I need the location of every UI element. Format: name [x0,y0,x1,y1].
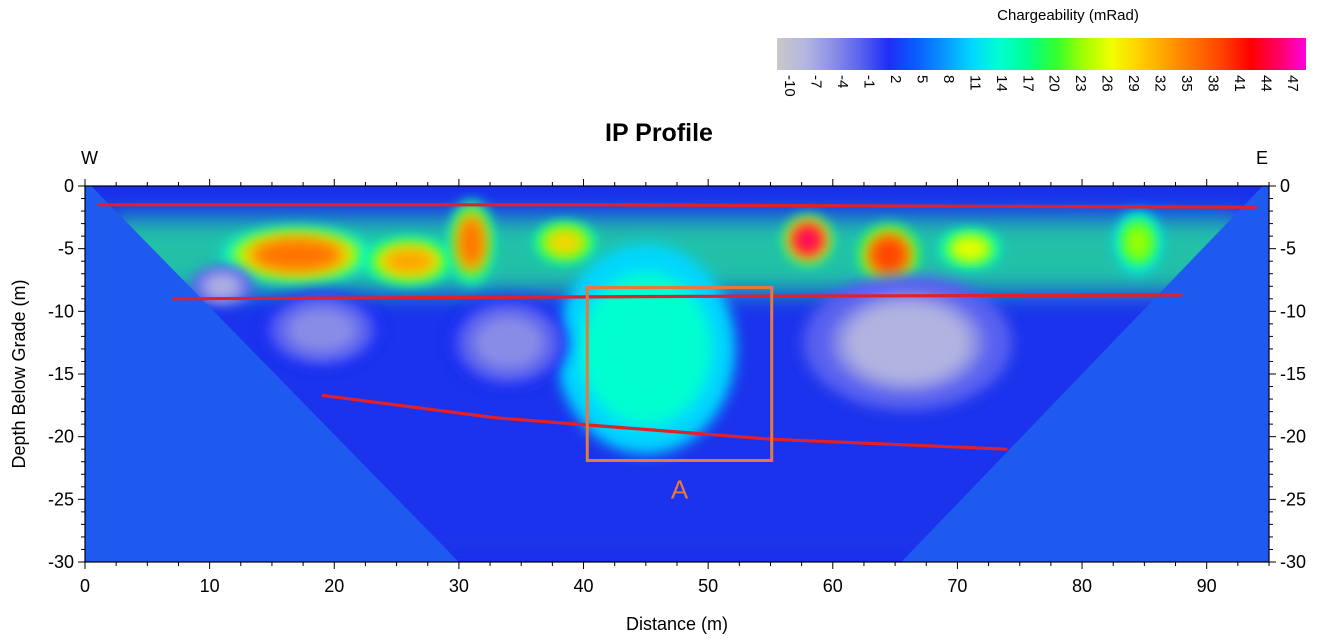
colorbar-tick-label: -7 [808,75,825,88]
colorbar-tick-label: 23 [1072,75,1089,92]
colorbar-tick-label: 5 [913,75,930,83]
anomaly [222,227,372,283]
interpretation-line [321,393,1008,451]
y-axis-label: Depth Below Grade (m) [9,279,29,468]
x-tick-label: 0 [80,576,90,596]
x-tick-label: 90 [1197,576,1217,596]
anomaly [858,224,919,286]
target-box [585,286,774,462]
colorbar-tick-label: 41 [1231,75,1248,92]
x-axis-label: Distance (m) [626,614,728,634]
colorbar-tick-label: 35 [1178,75,1195,92]
colorbar-tick-label: 47 [1284,75,1301,92]
east-label: E [1256,148,1268,168]
y-tick-label-right: -5 [1280,239,1296,259]
colorbar-tick-label: 29 [1125,75,1142,92]
target-zone: A [585,286,774,504]
y-tick-label-right: 0 [1280,176,1290,196]
y-tick-label-right: -15 [1280,364,1306,384]
anomaly [783,215,832,264]
anomaly [192,268,253,305]
colorbar-tick-label: 20 [1046,75,1063,92]
x-tick-label: 30 [449,576,469,596]
chargeability-field [109,200,1245,455]
colorbar-tick-label: 11 [966,75,983,91]
colorbar-ticks: -10 -7 -4 -1 2 5 8 11 14 17 20 23 26 29 32 35 38 41 44 47 [781,75,1301,97]
x-tick-label: 20 [324,576,344,596]
x-tick-label: 70 [947,576,967,596]
colorbar-tick-label: 8 [940,75,957,83]
colorbar-tick-label: 14 [993,75,1010,92]
chart-title: IP Profile [605,119,713,147]
y-tick-label-right: -30 [1280,552,1306,572]
anomaly [1115,212,1161,273]
unsampled-west [85,186,459,562]
anomaly [556,243,736,455]
colorbar-tick-label: -1 [861,75,878,88]
colorbar-tick-label: 17 [1019,75,1036,92]
y-tick-label: -25 [48,489,74,509]
x-tick-label: 50 [698,576,718,596]
y-tick-label: -5 [58,239,74,259]
colorbar-title: Chargeability (mRad) [997,7,1139,24]
interpretation-line [97,203,1257,209]
anomaly [802,274,1013,411]
x-tick-label: 60 [823,576,843,596]
unsampled-east [901,186,1269,562]
x-tick-label: 40 [574,576,594,596]
colorbar-tick-label: -4 [834,75,851,88]
y-tick-label-right: -10 [1280,301,1306,321]
plot-area: A [85,186,1269,562]
y-tick-label: -10 [48,301,74,321]
y-tick-label-right: -25 [1280,489,1306,509]
colorbar-tick-label: 44 [1257,75,1274,92]
y-tick-label: -20 [48,427,74,447]
x-tick-label: 80 [1072,576,1092,596]
anomaly [364,238,454,284]
anomaly [450,200,493,285]
colorbar-tick-label: 32 [1152,75,1169,92]
colorbar-tick-label: 2 [887,75,904,83]
y-axis-left: 0 -5 -10 -15 -20 -25 -30 [48,176,85,572]
x-axis: 0 10 20 30 40 50 60 70 80 90 [80,179,1270,596]
target-box-label: A [671,474,689,504]
y-tick-label-right: -20 [1280,427,1306,447]
y-tick-label: -15 [48,364,74,384]
anomaly [261,292,382,368]
colorbar-tick-label: -10 [781,75,798,97]
anomaly [534,222,595,262]
anomaly [939,230,1000,267]
x-tick-label: 10 [200,576,220,596]
y-tick-label: 0 [64,176,74,196]
y-axis-right: 0 -5 -10 -15 -20 -25 -30 [1269,176,1306,572]
anomaly [448,297,569,388]
interpretation-line [172,293,1182,301]
colorbar-tick-label: 38 [1204,75,1221,92]
y-tick-label: -30 [48,552,74,572]
interpretation-lines [97,203,1257,451]
west-label: W [81,148,98,168]
unsampled-region [85,186,1269,562]
colorbar-tick-label: 26 [1099,75,1116,92]
colorbar [777,38,1306,70]
